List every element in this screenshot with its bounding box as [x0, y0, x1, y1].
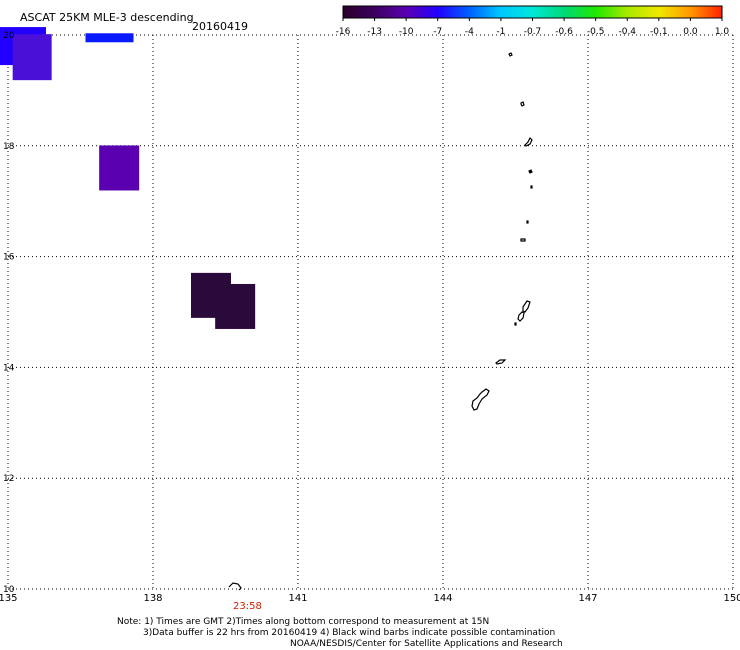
lat-tick-label: 10	[3, 585, 15, 595]
colorbar-label: 1.0	[715, 27, 730, 37]
wind-cell	[99, 145, 140, 191]
island-rota	[495, 359, 507, 365]
colorbar-label: -13	[367, 27, 382, 37]
island-sarigan	[520, 238, 526, 242]
map-date: 20160419	[192, 20, 248, 33]
footer-credit: NOAA/NESDIS/Center for Satellite Applica…	[290, 639, 563, 649]
colorbar-label: -4	[465, 27, 474, 37]
wind-data-cells	[0, 27, 256, 329]
island-marker-bottom	[228, 582, 242, 591]
island-pagan	[530, 185, 533, 189]
coastline	[228, 52, 533, 591]
grid-lines	[7, 34, 734, 590]
island-agrihan	[528, 169, 533, 174]
time-marker: 23:58	[233, 601, 262, 612]
island-farallon	[508, 52, 513, 57]
island-asuncion	[524, 136, 533, 147]
wind-cell	[215, 283, 256, 329]
lat-tick-label: 20	[3, 31, 15, 41]
lat-tick-label: 12	[3, 474, 14, 484]
wind-cell	[12, 34, 52, 81]
colorbar-label: -0.1	[650, 27, 668, 37]
colorbar-label: -0.5	[587, 27, 605, 37]
colorbar-label: -10	[399, 27, 414, 37]
colorbar-label: 0.0	[683, 27, 698, 37]
lon-tick-label: 150	[723, 593, 740, 604]
island-tinian	[517, 311, 525, 322]
island-guam	[471, 388, 490, 411]
footer-note-line2: 3)Data buffer is 22 hrs from 20160419 4)…	[143, 628, 556, 638]
lon-tick-label: 138	[143, 593, 162, 604]
lon-tick-label: 135	[0, 593, 18, 604]
lon-tick-label: 144	[433, 593, 452, 604]
lat-tick-label: 14	[3, 363, 15, 373]
colorbar-label: -0.6	[555, 27, 573, 37]
colorbar: -16 -13 -10 -7 -4 -1 -0.7 -0.6 -0.5 -0.4 -0.1 0.0 1.…	[336, 5, 730, 37]
island-alamagan	[526, 220, 529, 224]
island-saipan	[522, 300, 531, 313]
axis-labels: 135 138 141 144 147 150 20 18 16 14 12 10	[0, 31, 740, 604]
colorbar-swatch	[342, 5, 723, 19]
island-maug	[520, 101, 525, 107]
footer-note-line1: Note: 1) Times are GMT 2)Times along bot…	[117, 617, 490, 627]
colorbar-label: -0.7	[524, 27, 542, 37]
lat-tick-label: 18	[3, 142, 15, 152]
island-aguijan	[514, 322, 517, 326]
colorbar-label: -7	[433, 27, 442, 37]
colorbar-label: -16	[336, 27, 351, 37]
colorbar-label: -0.4	[618, 27, 636, 37]
lon-tick-label: 141	[288, 593, 307, 604]
colorbar-label: -1	[496, 27, 505, 37]
lat-tick-label: 16	[3, 253, 15, 263]
lon-tick-label: 147	[578, 593, 597, 604]
wind-cell	[85, 33, 134, 43]
map-title: ASCAT 25KM MLE-3 descending	[20, 11, 194, 24]
